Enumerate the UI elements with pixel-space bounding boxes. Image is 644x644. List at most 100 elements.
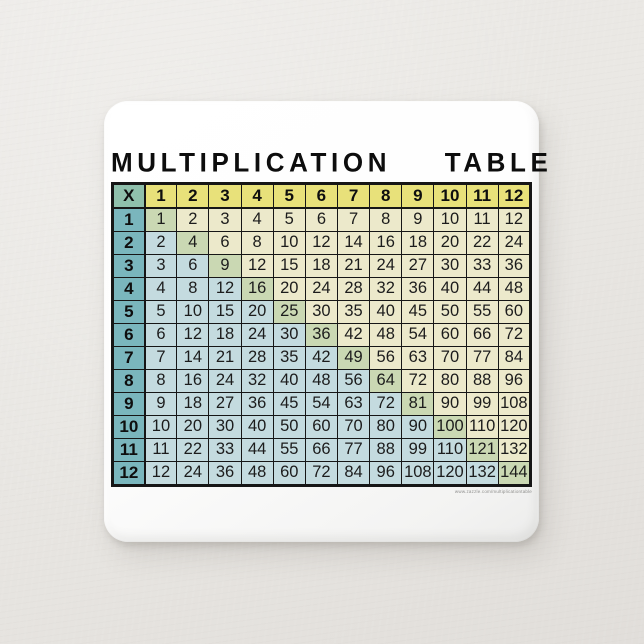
- product-cell: 99: [465, 391, 499, 416]
- column-header-cell: 6: [304, 182, 338, 209]
- product-cell: 55: [465, 299, 499, 324]
- product-cell: 9: [208, 253, 242, 278]
- product-cell: 12: [240, 253, 274, 278]
- product-cell: 5: [272, 207, 306, 232]
- product-cell: 8: [240, 230, 274, 255]
- table-corner-cell: X: [111, 182, 146, 209]
- product-cell: 84: [497, 345, 532, 370]
- product-cell: 64: [369, 368, 403, 393]
- product-cell: 10: [433, 207, 467, 232]
- product-cell: 22: [176, 437, 210, 462]
- product-cell: 56: [336, 368, 371, 393]
- product-cell: 90: [401, 414, 435, 439]
- product-cell: 72: [369, 391, 403, 416]
- product-cell: 96: [369, 460, 403, 486]
- row-header-cell: 4: [111, 276, 146, 301]
- product-cell: 8: [369, 207, 403, 232]
- product-cell: 42: [336, 322, 371, 347]
- row-header-cell: 11: [111, 437, 146, 462]
- product-cell: 72: [401, 368, 435, 393]
- row-header-cell: 9: [111, 391, 146, 416]
- product-cell: 108: [497, 391, 532, 416]
- product-cell: 77: [465, 345, 499, 370]
- product-cell: 8: [176, 276, 210, 301]
- row-header-cell: 7: [111, 345, 146, 370]
- product-cell: 88: [369, 437, 403, 462]
- product-cell: 10: [144, 414, 178, 439]
- product-cell: 7: [336, 207, 371, 232]
- product-cell: 14: [176, 345, 210, 370]
- product-cell: 72: [304, 460, 338, 486]
- product-cell: 5: [144, 299, 178, 324]
- product-cell: 28: [336, 276, 371, 301]
- product-cell: 18: [176, 391, 210, 416]
- product-cell: 18: [304, 253, 338, 278]
- product-cell: 144: [497, 460, 532, 486]
- column-header-cell: 2: [176, 182, 210, 209]
- product-cell: 50: [433, 299, 467, 324]
- product-cell: 33: [208, 437, 242, 462]
- product-cell: 72: [497, 322, 532, 347]
- product-cell: 15: [272, 253, 306, 278]
- product-cell: 4: [240, 207, 274, 232]
- row-header-cell: 12: [111, 460, 146, 486]
- product-cell: 63: [401, 345, 435, 370]
- product-cell: 12: [208, 276, 242, 301]
- product-cell: 12: [304, 230, 338, 255]
- product-cell: 36: [304, 322, 338, 347]
- row-header-cell: 2: [111, 230, 146, 255]
- row-header-cell: 8: [111, 368, 146, 393]
- product-cell: 28: [240, 345, 274, 370]
- table-header-row: X 1 2 3 4 5 6 7 8 9 10 11 12: [111, 182, 532, 209]
- product-cell: 2: [144, 230, 178, 255]
- product-cell: 24: [240, 322, 274, 347]
- product-cell: 48: [497, 276, 532, 301]
- product-cell: 36: [497, 253, 532, 278]
- column-header-cell: 5: [272, 182, 306, 209]
- product-cell: 54: [401, 322, 435, 347]
- product-cell: 27: [401, 253, 435, 278]
- product-cell: 60: [433, 322, 467, 347]
- product-cell: 66: [304, 437, 338, 462]
- product-cell: 20: [240, 299, 274, 324]
- product-cell: 55: [272, 437, 306, 462]
- product-cell: 80: [369, 414, 403, 439]
- product-cell: 44: [240, 437, 274, 462]
- product-cell: 45: [401, 299, 435, 324]
- table-row: 12 12 24 36 48 60 72 84 96 108 120 132 144: [111, 460, 532, 486]
- table-body: 1 1 2 3 4 5 6 7 8 9 10 11 12 2 2 4 6 8 10 12 14 16 18 20 22 24 3 3 6…: [111, 207, 532, 486]
- product-cell: 80: [433, 368, 467, 393]
- product-cell: 48: [369, 322, 403, 347]
- product-cell: 56: [369, 345, 403, 370]
- multiplication-table: X 1 2 3 4 5 6 7 8 9 10 11 12 1 1 2 3 4 5 6 7 8 9 10 11 12 2 2 4 6 8 10…: [111, 181, 532, 487]
- product-cell: 24: [304, 276, 338, 301]
- product-cell: 99: [401, 437, 435, 462]
- product-cell: 36: [401, 276, 435, 301]
- product-cell: 77: [336, 437, 371, 462]
- product-cell: 27: [208, 391, 242, 416]
- product-cell: 60: [497, 299, 532, 324]
- product-cell: 24: [369, 253, 403, 278]
- product-cell: 54: [304, 391, 338, 416]
- table-row: 10 10 20 30 40 50 60 70 80 90 100 110 120: [111, 414, 532, 439]
- product-cell: 12: [176, 322, 210, 347]
- table-row: 7 7 14 21 28 35 42 49 56 63 70 77 84: [111, 345, 532, 370]
- product-cell: 10: [272, 230, 306, 255]
- product-cell: 10: [176, 299, 210, 324]
- product-cell: 44: [465, 276, 499, 301]
- product-cell: 30: [304, 299, 338, 324]
- column-header-cell: 1: [144, 182, 178, 209]
- product-cell: 36: [240, 391, 274, 416]
- column-header-cell: 4: [240, 182, 274, 209]
- row-header-cell: 6: [111, 322, 146, 347]
- product-cell: 6: [304, 207, 338, 232]
- product-cell: 3: [208, 207, 242, 232]
- product-cell: 30: [272, 322, 306, 347]
- product-cell: 24: [208, 368, 242, 393]
- product-cell: 18: [401, 230, 435, 255]
- product-cell: 88: [465, 368, 499, 393]
- product-cell: 81: [401, 391, 435, 416]
- product-cell: 108: [401, 460, 435, 486]
- product-cell: 21: [208, 345, 242, 370]
